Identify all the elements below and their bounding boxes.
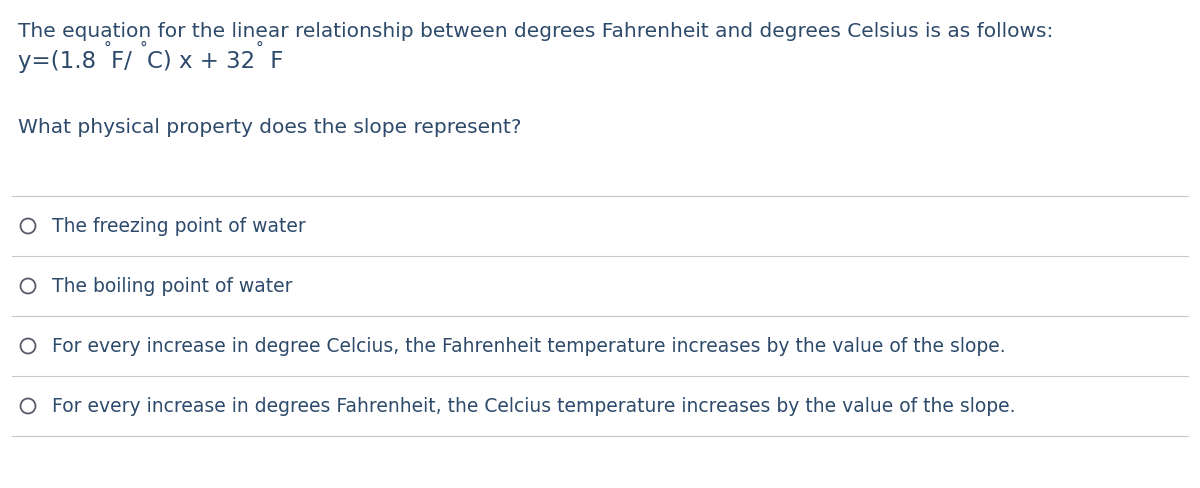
Text: What physical property does the slope represent?: What physical property does the slope re…: [18, 118, 522, 137]
Text: °: °: [256, 41, 263, 55]
Text: For every increase in degrees Fahrenheit, the Celcius temperature increases by t: For every increase in degrees Fahrenheit…: [52, 396, 1015, 415]
Text: C) x + 32: C) x + 32: [148, 50, 256, 73]
Text: F: F: [263, 50, 283, 73]
Text: °: °: [139, 41, 148, 55]
Text: The freezing point of water: The freezing point of water: [52, 217, 306, 236]
Text: The equation for the linear relationship between degrees Fahrenheit and degrees : The equation for the linear relationship…: [18, 22, 1054, 41]
Text: For every increase in degree Celcius, the Fahrenheit temperature increases by th: For every increase in degree Celcius, th…: [52, 337, 1006, 355]
Text: y=(1.8: y=(1.8: [18, 50, 103, 73]
Text: F/: F/: [112, 50, 139, 73]
Text: The boiling point of water: The boiling point of water: [52, 277, 293, 296]
Text: °: °: [103, 41, 112, 55]
